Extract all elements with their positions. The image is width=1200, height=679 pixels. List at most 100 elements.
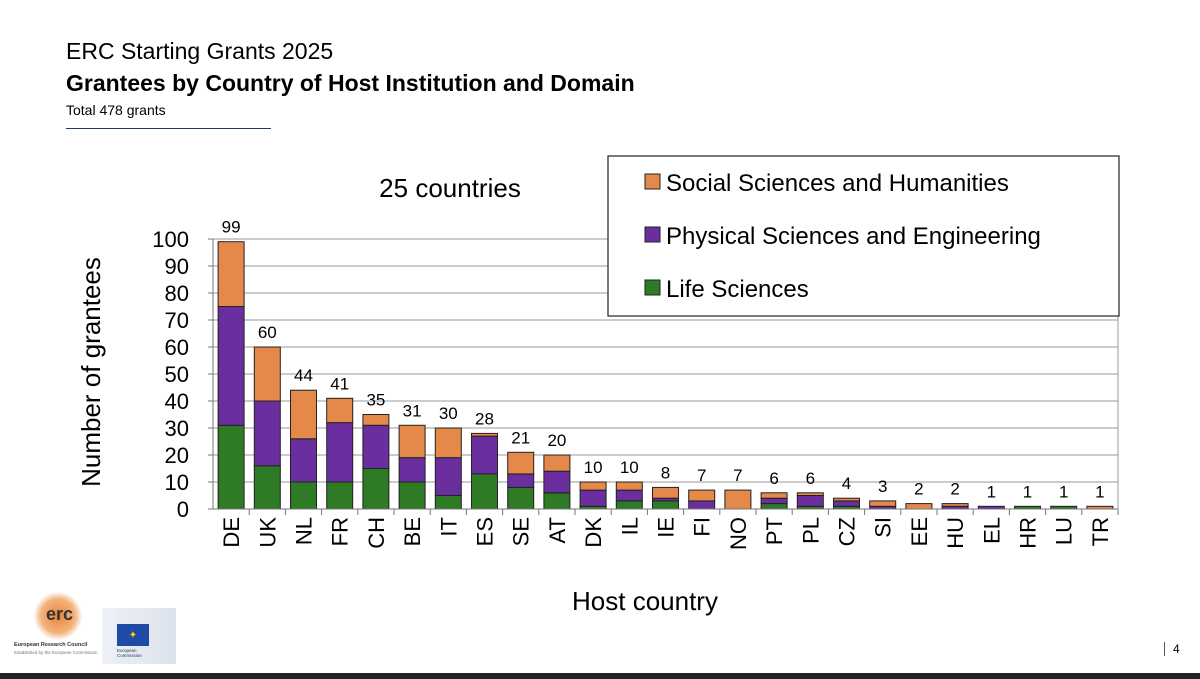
bar-ls-IL — [615, 500, 643, 510]
bar-ls-DE — [217, 424, 245, 510]
data-label: 31 — [403, 401, 422, 420]
data-label: 7 — [733, 466, 742, 485]
x-tick-label: DK — [581, 517, 606, 548]
bar-ssh-NO — [724, 489, 752, 510]
legend-swatch-ssh — [644, 173, 661, 190]
data-label: 41 — [330, 374, 349, 393]
x-tick-label: PT — [762, 517, 787, 545]
bar-pe-BE — [398, 457, 426, 483]
bar-ssh-DE — [217, 241, 245, 307]
bar-ssh-FI — [688, 489, 716, 502]
data-label: 10 — [584, 458, 603, 477]
data-label: 60 — [258, 323, 277, 342]
bar-pe-PL — [796, 495, 824, 507]
y-tick-label: 10 — [165, 470, 189, 495]
bar-ls-IE — [652, 500, 679, 510]
bar-ls-NL — [290, 481, 317, 510]
title-divider — [66, 128, 271, 129]
legend-label-ssh: Social Sciences and Humanities — [666, 170, 1009, 197]
bar-pe-DK — [579, 489, 607, 507]
data-label: 10 — [620, 458, 639, 477]
legend-box — [607, 155, 1120, 317]
y-tick-label: 100 — [152, 227, 189, 252]
bar-ls-ES — [471, 473, 498, 510]
page-number: 4 — [1164, 642, 1180, 656]
x-tick-label: CZ — [835, 517, 860, 546]
x-tick-label: UK — [255, 517, 280, 548]
bar-pe-ES — [471, 435, 498, 475]
x-tick-label: NO — [726, 517, 751, 550]
x-tick-label: LU — [1052, 517, 1077, 545]
x-tick-label: PL — [798, 517, 823, 544]
bar-ssh-NL — [290, 389, 317, 440]
y-tick-label: 0 — [177, 497, 189, 522]
bar-pe-NL — [290, 438, 317, 483]
x-tick-label: TR — [1088, 517, 1113, 546]
x-tick-label: SI — [871, 517, 896, 538]
data-label: 20 — [547, 431, 566, 450]
bar-pe-IT — [434, 457, 462, 497]
legend-label-ls: Life Sciences — [666, 276, 809, 303]
x-tick-label: IT — [436, 517, 461, 537]
bar-ssh-IE — [652, 486, 679, 499]
bar-pe-DE — [217, 306, 245, 426]
x-tick-label: HR — [1016, 517, 1041, 549]
bar-ls-SE — [507, 486, 535, 510]
bar-ssh-UK — [253, 346, 281, 402]
bar-pe-IL — [615, 489, 643, 502]
bar-ls-FR — [326, 481, 354, 510]
data-label: 8 — [661, 463, 670, 482]
y-tick-label: 90 — [165, 254, 189, 279]
y-tick-label: 70 — [165, 308, 189, 333]
bar-ls-PT — [760, 503, 788, 510]
data-label: 6 — [806, 469, 815, 488]
bar-pe-FR — [326, 422, 354, 483]
data-label: 21 — [511, 428, 530, 447]
data-label: 2 — [950, 480, 959, 499]
x-tick-label: FR — [328, 517, 353, 546]
bar-ls-IT — [434, 495, 462, 510]
countries-annotation: 25 countries — [379, 173, 521, 203]
total-grants: Total 478 grants — [66, 102, 166, 118]
x-tick-label: DE — [219, 517, 244, 548]
data-label: 44 — [294, 366, 313, 385]
bar-ls-CH — [362, 468, 390, 510]
bar-ssh-SI — [869, 500, 897, 507]
x-tick-label: FI — [690, 517, 715, 537]
data-label: 1 — [1095, 482, 1104, 501]
bar-pe-CH — [362, 424, 390, 469]
bar-ssh-SE — [507, 451, 535, 475]
bar-ssh-PL — [796, 492, 824, 496]
data-label: 99 — [222, 218, 241, 237]
y-tick-label: 60 — [165, 335, 189, 360]
x-tick-label: SE — [509, 517, 534, 546]
bar-ssh-CZ — [833, 497, 860, 502]
y-tick-label: 30 — [165, 416, 189, 441]
legend-label-pe: Physical Sciences and Engineering — [666, 223, 1041, 250]
y-tick-label: 20 — [165, 443, 189, 468]
data-label: 1 — [1059, 482, 1068, 501]
x-tick-label: IE — [654, 517, 679, 538]
x-tick-label: BE — [400, 517, 425, 546]
x-axis-title: Host country — [572, 586, 718, 616]
title: ERC Starting Grants 2025 — [66, 38, 334, 64]
bar-ssh-HU — [941, 503, 969, 507]
bar-ssh-IL — [615, 481, 643, 491]
y-tick-label: 80 — [165, 281, 189, 306]
data-label: 28 — [475, 409, 494, 428]
bar-ssh-BE — [398, 424, 426, 459]
bar-pe-UK — [253, 400, 281, 467]
bar-pe-FI — [688, 500, 716, 510]
bar-pe-SE — [507, 473, 535, 488]
bar-ssh-IT — [434, 427, 462, 459]
y-tick-label: 40 — [165, 389, 189, 414]
bar-ls-BE — [398, 481, 426, 510]
bar-ssh-PT — [760, 492, 788, 499]
bar-ls-UK — [253, 465, 281, 510]
bottom-bar — [0, 673, 1200, 679]
bar-ssh-FR — [326, 397, 354, 424]
erc-logo: erc European Research Council Establishe… — [14, 592, 99, 662]
subtitle: Grantees by Country of Host Institution … — [66, 70, 635, 96]
bar-pe-PT — [760, 497, 788, 505]
